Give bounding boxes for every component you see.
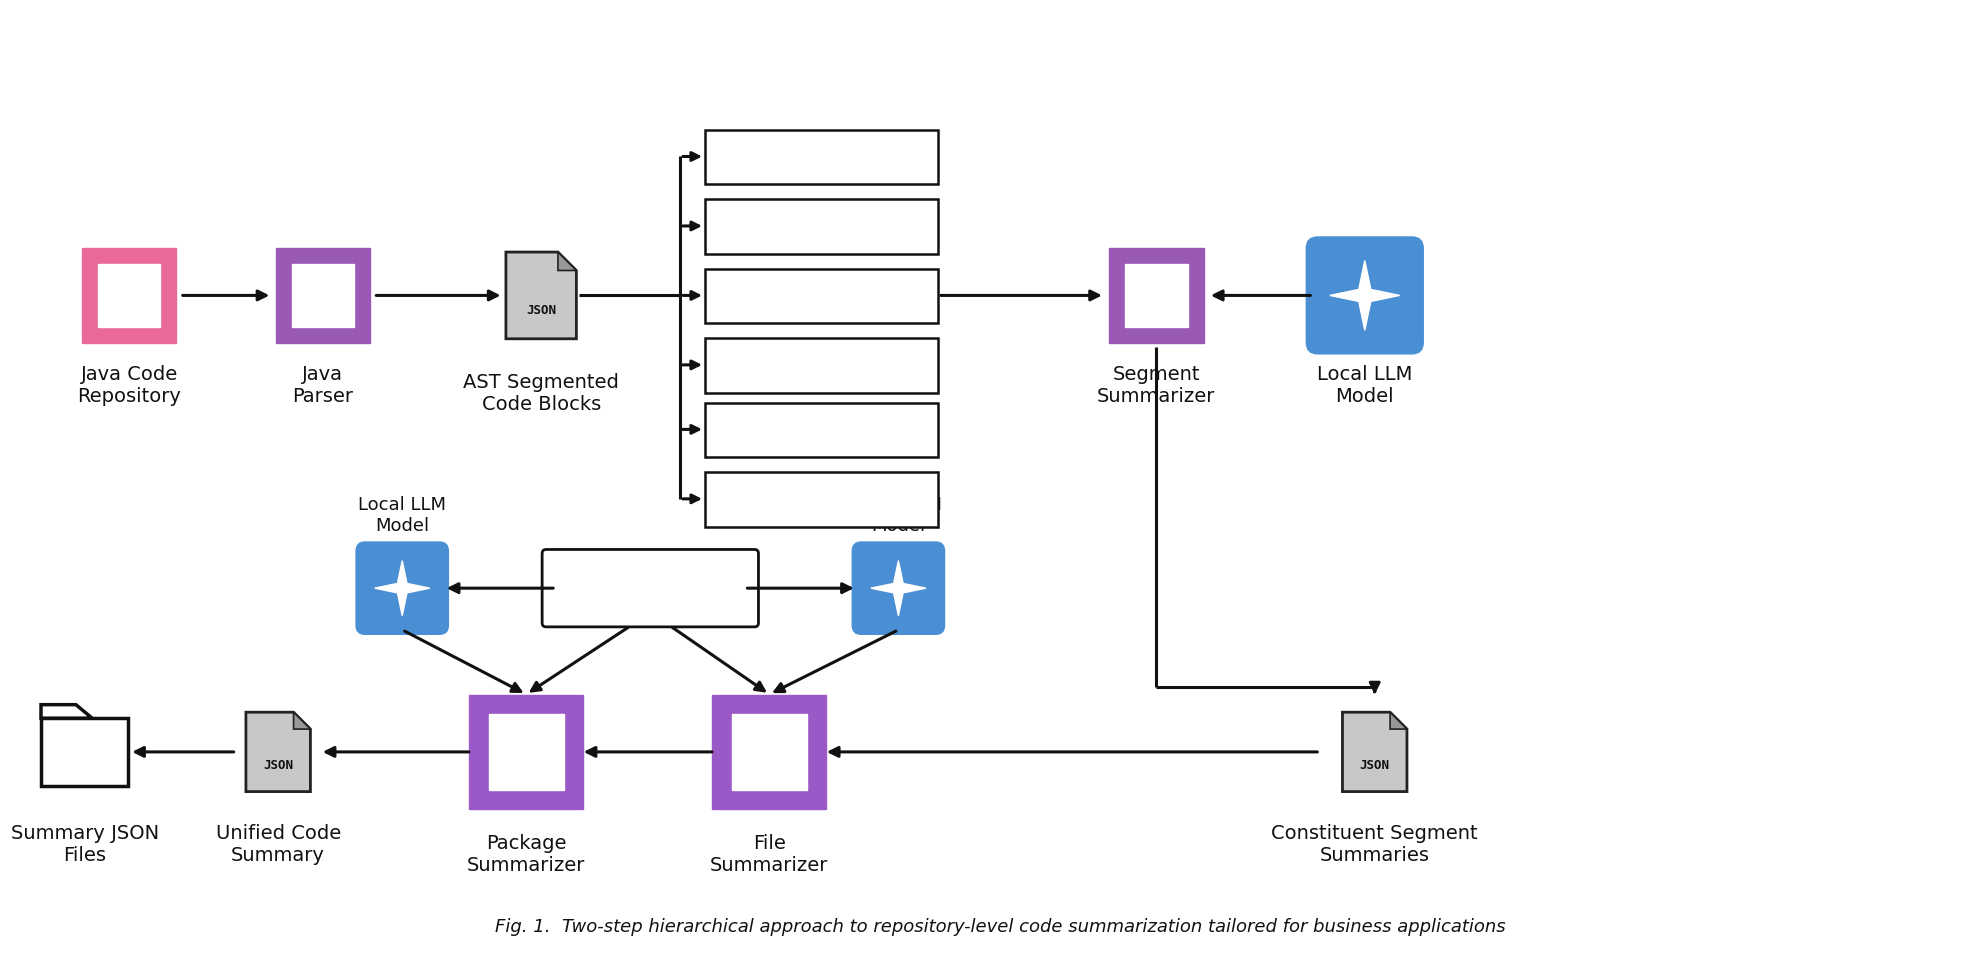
Polygon shape — [558, 253, 576, 271]
Text: Static Variables: Static Variables — [751, 218, 892, 235]
Text: Local LLM
Model: Local LLM Model — [357, 495, 447, 534]
Polygon shape — [870, 561, 925, 616]
Bar — [705, 131, 937, 185]
Polygon shape — [246, 712, 310, 792]
Bar — [97, 265, 161, 327]
Text: Summary JSON
Files: Summary JSON Files — [10, 824, 159, 865]
Text: Java Code
Repository: Java Code Repository — [77, 364, 181, 406]
Text: File
Summarizer: File Summarizer — [711, 833, 828, 875]
Bar — [489, 714, 564, 790]
Bar — [713, 695, 826, 809]
Polygon shape — [1390, 712, 1406, 729]
Bar — [276, 249, 369, 343]
Polygon shape — [1331, 261, 1400, 331]
FancyBboxPatch shape — [355, 542, 449, 634]
Text: Constructor: Constructor — [769, 357, 874, 375]
Bar — [1126, 265, 1188, 327]
Polygon shape — [506, 253, 576, 339]
Bar — [1110, 249, 1204, 343]
Bar — [705, 200, 937, 255]
Text: Function: Function — [782, 148, 860, 166]
Bar — [731, 714, 806, 790]
Bar — [705, 338, 937, 393]
FancyBboxPatch shape — [852, 542, 945, 634]
Text: JSON: JSON — [1360, 758, 1390, 772]
Text: AST Segmented
Code Blocks: AST Segmented Code Blocks — [463, 373, 620, 413]
Bar — [705, 269, 937, 324]
Text: Local LLM
Model: Local LLM Model — [854, 495, 943, 534]
Bar — [42, 719, 129, 786]
Text: Constituent Segment
Summaries: Constituent Segment Summaries — [1271, 824, 1478, 865]
FancyBboxPatch shape — [542, 550, 759, 628]
Bar — [469, 695, 584, 809]
Polygon shape — [1343, 712, 1406, 792]
Text: Unified Code
Summary: Unified Code Summary — [216, 824, 342, 865]
Text: JSON: JSON — [526, 304, 556, 317]
Bar — [705, 404, 937, 457]
Text: Local LLM
Model: Local LLM Model — [1317, 364, 1412, 406]
Polygon shape — [294, 712, 310, 729]
Text: Package
Summarizer: Package Summarizer — [467, 833, 586, 875]
Text: Segment
Summarizer: Segment Summarizer — [1096, 364, 1215, 406]
Polygon shape — [375, 561, 429, 616]
Bar — [292, 265, 354, 327]
Text: Variables: Variables — [780, 287, 864, 305]
FancyBboxPatch shape — [1307, 237, 1424, 355]
Bar — [81, 249, 177, 343]
Text: JSON: JSON — [264, 758, 294, 772]
Text: Fig. 1.  Two-step hierarchical approach to repository-level code summarization t: Fig. 1. Two-step hierarchical approach t… — [495, 917, 1505, 935]
Text: Java
Parser: Java Parser — [292, 364, 354, 406]
Text: Domain + Problem
Descriptions: Domain + Problem Descriptions — [568, 569, 733, 608]
Polygon shape — [42, 705, 91, 719]
Bar — [705, 473, 937, 527]
Text: Enum: Enum — [796, 421, 848, 439]
Text: Interface: Interface — [780, 490, 862, 508]
